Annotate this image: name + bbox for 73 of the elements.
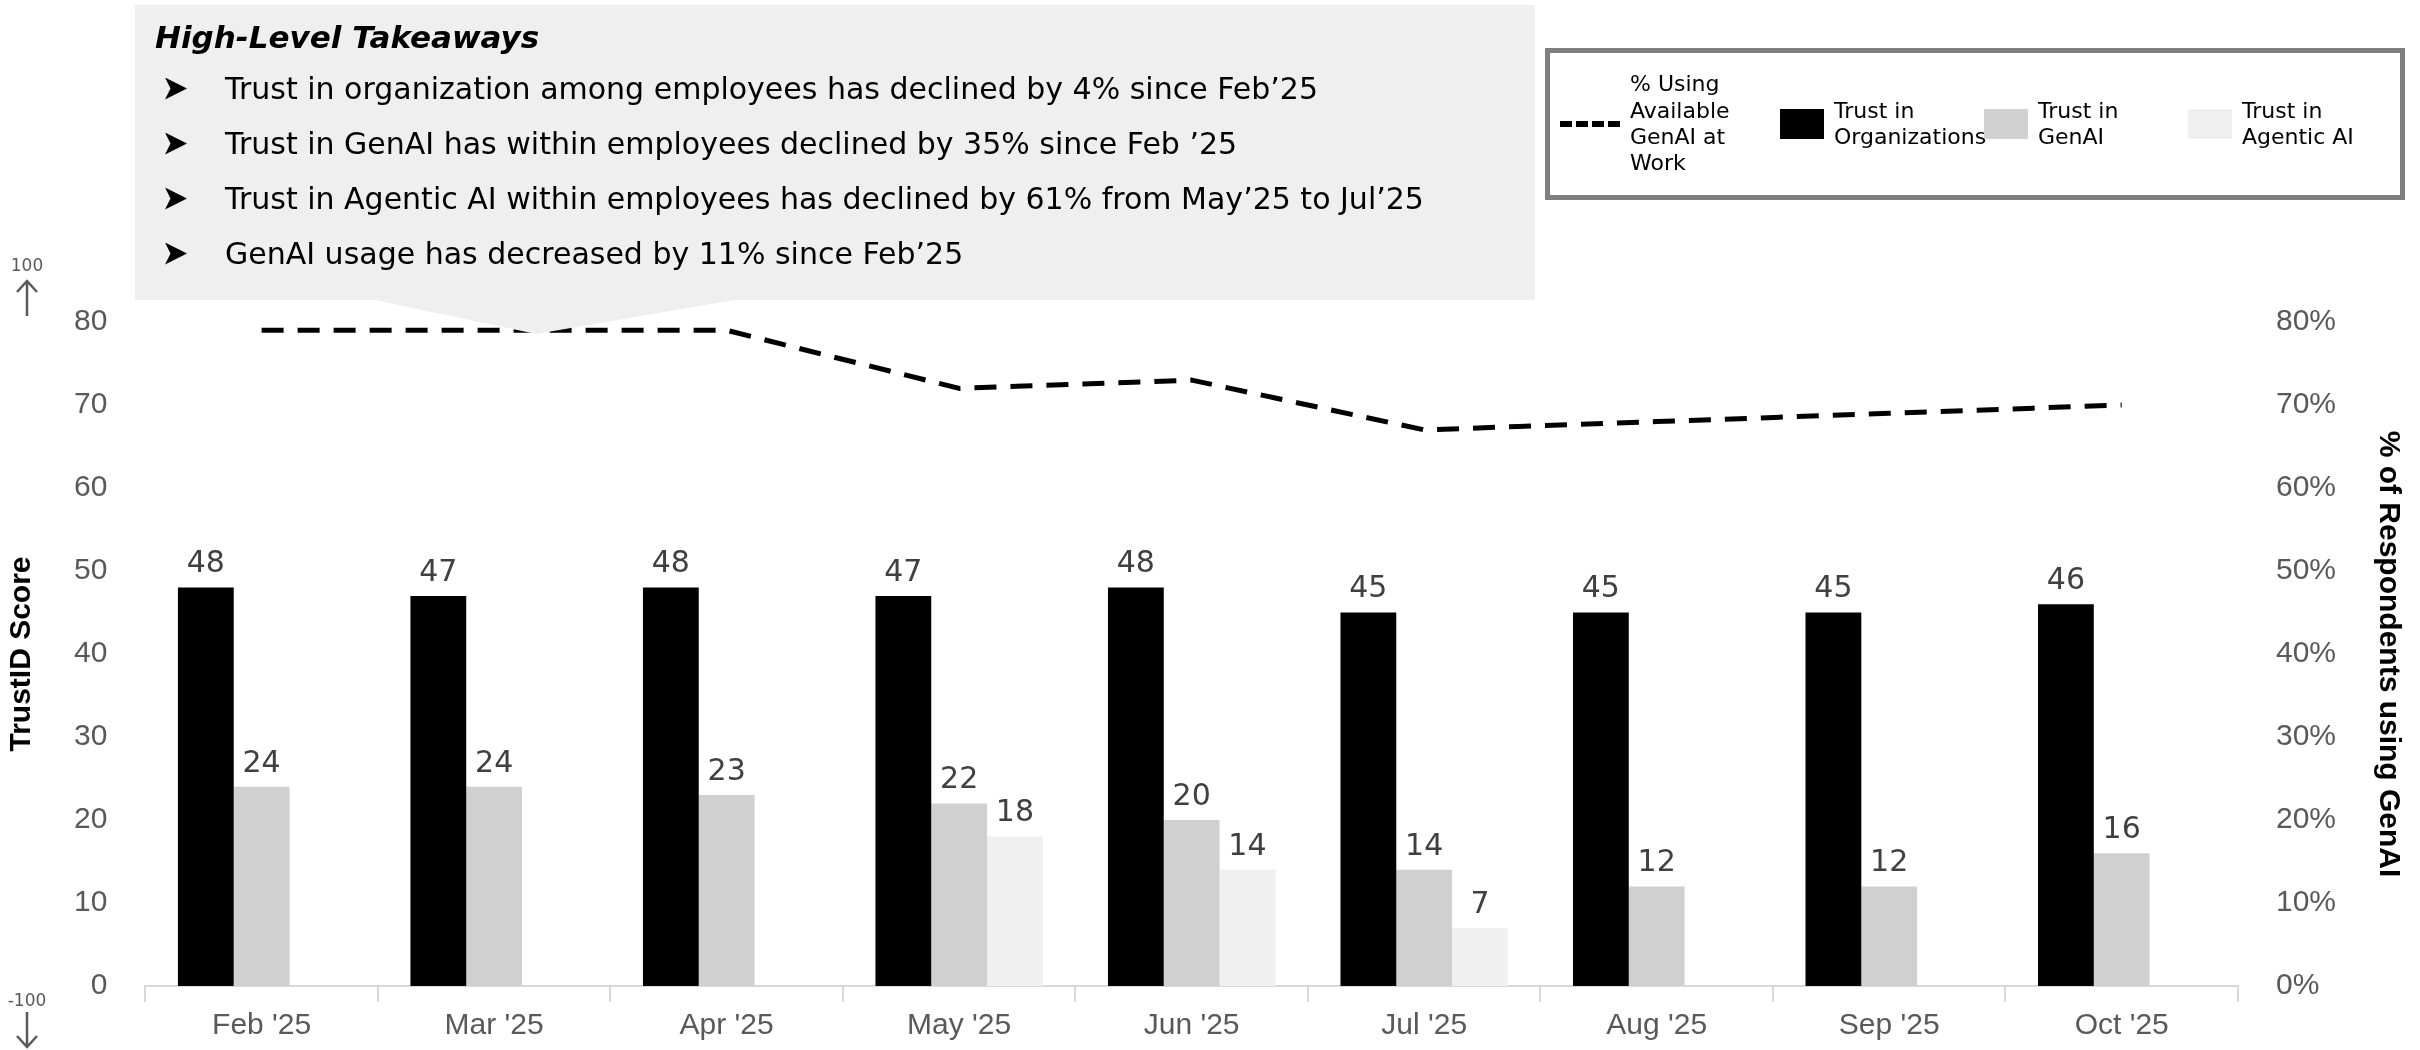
data-label: 24 [242, 743, 281, 779]
data-label: 47 [419, 552, 458, 588]
y-tick-label: 40 [73, 635, 108, 669]
bar [410, 595, 467, 986]
x-tick-label: Mar '25 [444, 1007, 544, 1041]
y2-axis-title: % of Respondents using GenAI [2373, 430, 2407, 878]
text: GenAI usage has decreased by 11% since Feb’25 [225, 235, 964, 273]
data-label: 23 [707, 751, 746, 787]
x-tick-label: Jul '25 [1381, 1007, 1468, 1041]
text: 100 [9, 255, 45, 275]
y-tick-label: 10 [73, 884, 108, 918]
y2-tick-label: 10% [2275, 884, 2336, 918]
data-label: 12 [1637, 843, 1676, 879]
x-tick-label: May '25 [907, 1007, 1012, 1041]
data-label: 45 [1349, 569, 1388, 605]
y2-tick-label: 50% [2275, 552, 2336, 586]
data-label: 18 [995, 793, 1035, 829]
data-label: 24 [475, 743, 514, 779]
y2-tick-label: 70% [2275, 386, 2336, 420]
bar [1340, 612, 1397, 986]
data-label: 12 [1870, 843, 1909, 879]
bar [987, 836, 1043, 986]
y-tick-label: 70 [73, 386, 108, 420]
data-label: 48 [651, 544, 690, 580]
data-label: 48 [1116, 544, 1155, 580]
text: Trust in Agentic AI within employees has declined by 61% from May’25 to Jul’25 [225, 180, 1424, 218]
data-label: 48 [186, 544, 225, 580]
legend-label: Trust in Organizations [1834, 97, 1987, 151]
data-label: 16 [2102, 810, 2141, 845]
bar [177, 587, 234, 986]
bar [875, 595, 932, 986]
bar [1219, 869, 1276, 986]
bar [642, 587, 699, 986]
legend-label: % Using Available GenAI at Work [1630, 71, 1731, 177]
y2-tick-label: 80% [2275, 303, 2336, 337]
x-tick-label: Feb '25 [212, 1007, 312, 1041]
y2-tick-label: 20% [2275, 801, 2336, 835]
data-label: 46 [2046, 561, 2085, 596]
y2-tick-label: 40% [2275, 635, 2336, 669]
bar [1572, 612, 1629, 986]
data-label: 47 [884, 552, 923, 588]
bar [1452, 927, 1508, 986]
y2-tick-label: 0% [2275, 967, 2320, 1001]
chart-title: High-Level Takeaways [155, 19, 541, 55]
bar [1107, 587, 1164, 986]
y2-tick-label: 60% [2275, 469, 2336, 503]
y-axis-title: TrustID Score [3, 556, 37, 752]
y-tick-label: 50 [73, 552, 108, 586]
legend-label: Trust in Agentic AI [2242, 97, 2355, 151]
data-label: 20 [1172, 776, 1211, 812]
x-tick-label: Sep '25 [1838, 1007, 1940, 1041]
text: -100 [6, 990, 48, 1010]
text: Trust in organization among employees has declined by 4% since Feb’25 [225, 70, 1318, 108]
y-tick-label: 0 [90, 967, 108, 1001]
y-tick-label: 60 [73, 469, 108, 503]
data-label: 14 [1405, 826, 1444, 862]
x-tick-label: Jun '25 [1143, 1007, 1240, 1041]
y2-tick-label: 30% [2275, 718, 2336, 752]
y-tick-label: 30 [73, 718, 108, 752]
data-label: 7 [1470, 884, 1490, 920]
x-tick-label: Aug '25 [1606, 1007, 1708, 1041]
y-tick-label: 20 [73, 801, 108, 835]
x-tick-label: Oct '25 [2074, 1007, 2169, 1041]
x-tick-label: Apr '25 [679, 1007, 774, 1041]
data-label: 22 [940, 760, 979, 796]
data-label: 45 [1581, 569, 1620, 605]
bar [2038, 604, 2094, 986]
data-label: 45 [1814, 569, 1853, 605]
text: Trust in GenAI has within employees declined by 35% since Feb ’25 [225, 125, 1238, 163]
y-tick-label: 80 [73, 303, 108, 337]
legend-label: Trust in GenAI [2038, 97, 2120, 151]
data-label: 14 [1228, 826, 1267, 862]
bar [1805, 612, 1862, 986]
